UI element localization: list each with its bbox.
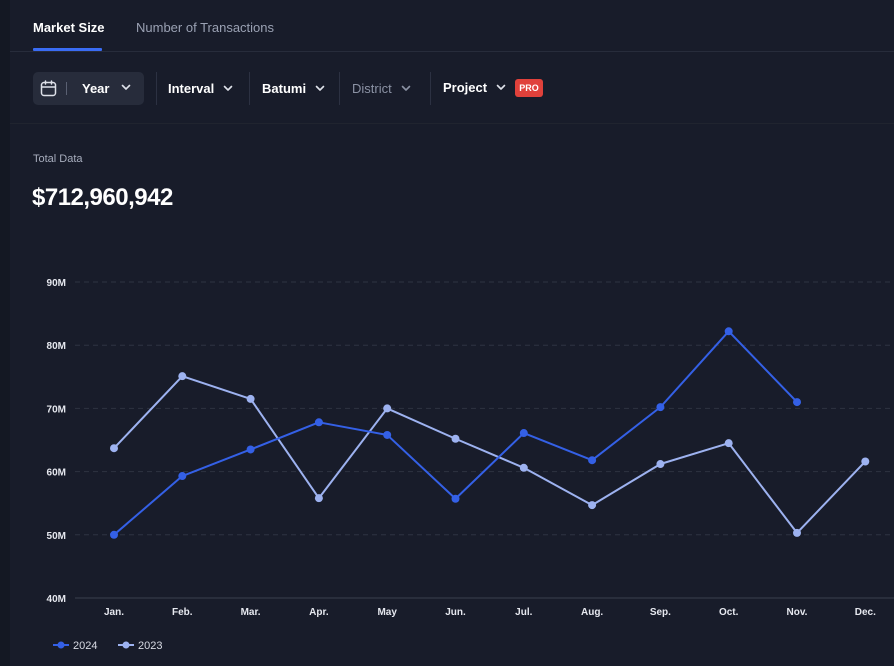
market-panel: Market Size Number of Transactions Year … [10, 0, 894, 666]
interval-select-label: Interval [168, 81, 215, 96]
data-point-2023 [519, 463, 528, 472]
data-point-2024 [588, 456, 597, 465]
x-tick-label: Jun. [445, 607, 466, 618]
city-select[interactable]: Batumi [262, 81, 325, 96]
calendar-icon [40, 80, 57, 97]
y-tick-label: 70M [47, 404, 66, 415]
x-tick-label: Jan. [104, 607, 124, 618]
tab-market-size[interactable]: Market Size [33, 20, 105, 35]
x-tick-label: Oct. [719, 607, 739, 618]
data-point-2023 [861, 457, 870, 466]
legend-swatch-dot [122, 641, 130, 649]
data-point-2024 [246, 445, 255, 454]
series-line-2024 [113, 330, 798, 536]
series-line-2023 [113, 375, 867, 534]
city-select-label: Batumi [262, 81, 307, 96]
y-tick-label: 90M [47, 278, 66, 289]
data-point-2024 [724, 327, 733, 336]
line-chart: 40M 50M 60M 70M 80M 90M Jan. Feb. Mar. Apr. May Jun… [47, 278, 894, 652]
data-point-2023 [724, 439, 733, 448]
data-point-2023 [451, 434, 460, 443]
x-tick-label: Mar. [241, 607, 261, 618]
chevron-down-icon [121, 84, 131, 90]
data-point-2024 [314, 418, 323, 427]
filter-divider [339, 72, 340, 105]
x-tick-label: Aug. [581, 607, 603, 618]
data-point-2024 [793, 398, 801, 407]
pro-badge: PRO [515, 79, 543, 97]
data-point-2023 [314, 494, 323, 503]
project-select[interactable]: Project [443, 80, 506, 95]
data-point-2023 [588, 501, 597, 510]
chevron-down-icon [496, 84, 506, 90]
chevron-down-icon [315, 85, 325, 91]
x-tick-label: Apr. [309, 607, 329, 618]
y-tick-label: 40M [47, 594, 66, 605]
tab-number-of-transactions[interactable]: Number of Transactions [136, 20, 275, 35]
data-point-2023 [793, 528, 801, 537]
chevron-down-icon [223, 85, 233, 91]
data-point-2024 [519, 429, 528, 438]
active-tab-indicator [33, 48, 102, 51]
filter-divider [249, 72, 250, 105]
data-point-2023 [178, 372, 187, 381]
data-point-2024 [383, 430, 392, 439]
x-tick-label: Nov. [787, 607, 808, 618]
project-select-label: Project [443, 80, 488, 95]
district-select[interactable]: District [352, 81, 411, 96]
select-divider [66, 82, 67, 95]
tab-bar: Market Size Number of Transactions [10, 0, 894, 52]
x-tick-label: Feb. [172, 607, 193, 618]
x-tick-label: Dec. [855, 607, 876, 618]
data-point-2023 [656, 460, 665, 469]
interval-select[interactable]: Interval [168, 81, 233, 96]
y-tick-label: 60M [47, 468, 66, 479]
data-point-2023 [383, 404, 392, 413]
legend-swatch-dot [57, 641, 65, 649]
total-value: $712,960,942 [32, 184, 173, 211]
data-point-2024 [656, 403, 665, 412]
data-point-2023 [110, 444, 118, 453]
y-tick-label: 50M [47, 531, 66, 542]
legend-label-2023: 2023 [138, 640, 162, 652]
period-select[interactable]: Year [33, 72, 144, 105]
district-select-label: District [352, 81, 392, 96]
total-label: Total Data [33, 153, 83, 165]
y-tick-label: 80M [47, 341, 66, 352]
data-point-2023 [246, 394, 255, 403]
filter-divider [430, 72, 431, 105]
filter-bar: Year Interval Batumi District [10, 52, 894, 124]
x-tick-label: Jul. [515, 607, 532, 618]
legend-label-2024: 2024 [73, 640, 97, 652]
x-tick-label: May [377, 607, 397, 618]
data-point-2024 [178, 472, 187, 481]
data-point-2024 [110, 530, 118, 539]
filter-divider [156, 72, 157, 105]
data-point-2024 [451, 494, 460, 503]
x-tick-label: Sep. [650, 607, 671, 618]
period-select-label: Year [82, 81, 110, 96]
chevron-down-icon [401, 85, 411, 91]
